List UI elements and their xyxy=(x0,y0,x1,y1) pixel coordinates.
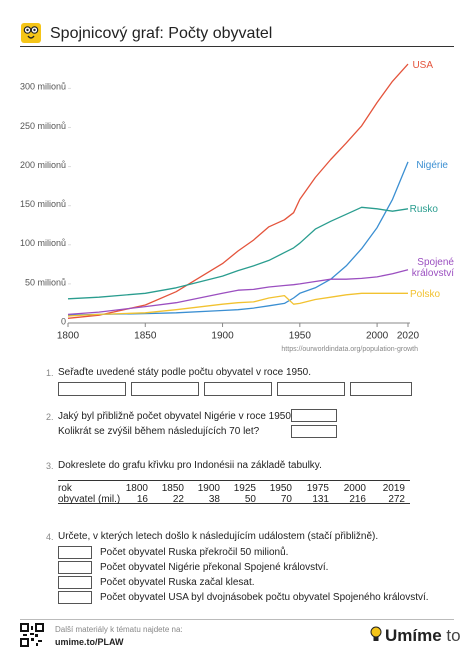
answer-box[interactable] xyxy=(291,425,337,438)
y-tick-label: 50 milionů xyxy=(25,277,66,287)
table-cell: 1975 xyxy=(306,483,329,494)
table-cell: 272 xyxy=(388,494,405,505)
table-cell: 38 xyxy=(208,494,220,505)
question-number: 2. xyxy=(46,412,54,422)
answer-box[interactable] xyxy=(277,382,345,396)
series-line xyxy=(67,292,408,317)
answer-box[interactable] xyxy=(58,591,92,604)
brand: Umíme to xyxy=(385,626,461,646)
table-rule xyxy=(58,480,410,481)
answer-box[interactable] xyxy=(350,382,412,396)
y-tick-label: 300 milionů xyxy=(20,82,66,92)
question-number: 3. xyxy=(46,461,54,471)
table-cell: 131 xyxy=(312,494,329,505)
question-text: Seřaďte uvedené státy podle počtu obyvat… xyxy=(58,367,311,378)
y-tick-label: 200 milionů xyxy=(20,160,66,170)
table-rule xyxy=(58,503,410,504)
y-tick-label: 0 xyxy=(61,316,66,326)
answer-box[interactable] xyxy=(131,382,199,396)
x-tick-label: 1900 xyxy=(211,331,234,342)
chart-source: https://ourworldindata.org/population-gr… xyxy=(281,346,418,353)
table-cell: obyvatel (mil.) xyxy=(58,494,121,505)
question-number: 1. xyxy=(46,368,54,378)
answer-box[interactable] xyxy=(58,576,92,589)
chart: 0 50 milionů 100 milionů 150 milionů 200 mil… xyxy=(20,63,420,353)
brand-name: Umíme xyxy=(385,626,442,645)
table-cell: rok xyxy=(58,483,72,494)
table-cell: 50 xyxy=(244,494,256,505)
y-tick-label: 250 milionů xyxy=(20,121,66,131)
question-text: Určete, v kterých letech došlo k následu… xyxy=(58,531,379,542)
series-label: Nigérie xyxy=(416,160,448,171)
item-text: Počet obyvatel Nigérie překonal Spojené … xyxy=(100,562,329,573)
answer-box[interactable] xyxy=(204,382,272,396)
x-tick-label: 2000 xyxy=(366,331,389,342)
question-text: Kolikrát se zvýšil během následujících 7… xyxy=(58,426,260,437)
table-cell: 1850 xyxy=(161,483,184,494)
header-rule xyxy=(20,46,454,47)
question-text: Dokreslete do grafu křivku pro Indonésii… xyxy=(58,460,322,471)
footer-link[interactable]: umime.to/PLAW xyxy=(55,637,124,647)
qr-code xyxy=(20,623,44,647)
bulb-icon xyxy=(370,626,382,641)
table-cell: 22 xyxy=(172,494,184,505)
table-cell: 2000 xyxy=(343,483,366,494)
page-title: Spojnicový graf: Počty obyvatel xyxy=(50,25,273,42)
y-tick-label: 150 milionů xyxy=(20,199,66,209)
logo-icon xyxy=(21,23,41,43)
series-line xyxy=(67,206,409,300)
series-line xyxy=(67,269,409,316)
series-line xyxy=(67,63,409,319)
x-tick-label: 1800 xyxy=(57,331,80,342)
footer-text: Další materiály k tématu najdete na: xyxy=(55,625,183,634)
answer-box[interactable] xyxy=(58,382,126,396)
answer-box[interactable] xyxy=(58,561,92,574)
series-line xyxy=(67,161,409,316)
table-cell: 1800 xyxy=(125,483,148,494)
x-tick-label: 2020 xyxy=(397,331,420,342)
item-text: Počet obyvatel USA byl dvojnásobek počtu… xyxy=(100,592,429,603)
table-cell: 1950 xyxy=(269,483,292,494)
item-text: Počet obyvatel Ruska překročil 50 milion… xyxy=(100,547,289,558)
answer-box[interactable] xyxy=(291,409,337,422)
series-label: USA xyxy=(412,60,433,71)
table-cell: 2019 xyxy=(382,483,405,494)
question-number: 4. xyxy=(46,532,54,542)
y-tick-label: 100 milionů xyxy=(20,238,66,248)
brand-suffix: to xyxy=(446,626,461,645)
question-text: Jaký byl přibližně počet obyvatel Nigéri… xyxy=(58,411,297,422)
table-cell: 216 xyxy=(349,494,366,505)
table-cell: 1900 xyxy=(197,483,220,494)
table-cell: 70 xyxy=(280,494,292,505)
series-label: Spojené království xyxy=(411,257,454,279)
item-text: Počet obyvatel Ruska začal klesat. xyxy=(100,577,255,588)
answer-box[interactable] xyxy=(58,546,92,559)
x-tick-label: 1850 xyxy=(134,331,157,342)
table-cell: 16 xyxy=(136,494,148,505)
footer-rule xyxy=(20,619,454,620)
series-label: Rusko xyxy=(409,204,438,215)
table-cell: 1925 xyxy=(233,483,256,494)
series-label: Polsko xyxy=(409,289,440,300)
x-tick-label: 1950 xyxy=(289,331,312,342)
